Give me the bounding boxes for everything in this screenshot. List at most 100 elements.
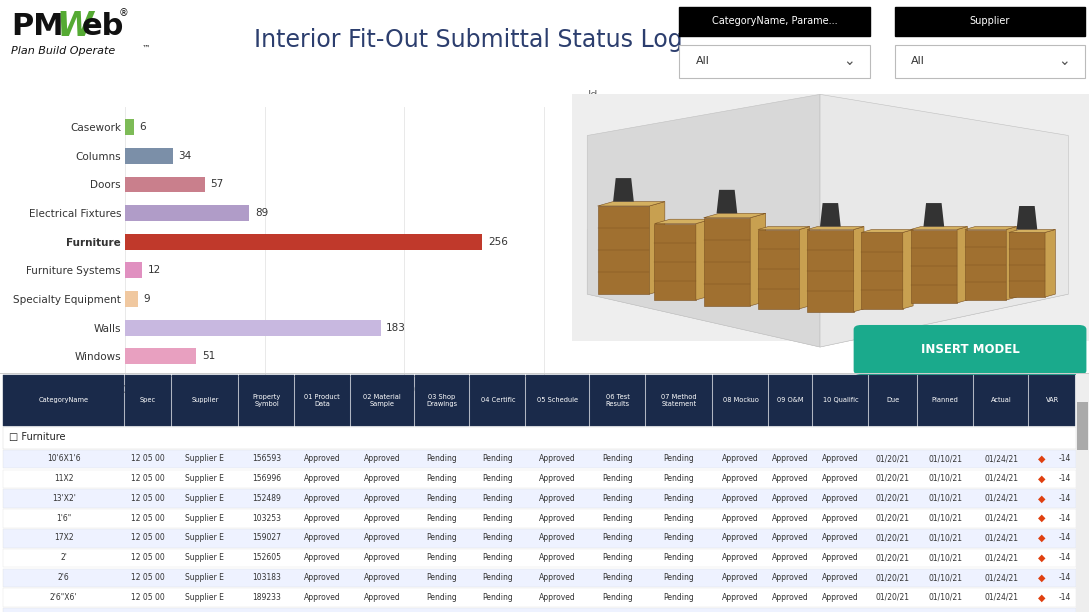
Text: ⌄: ⌄ <box>1059 54 1070 68</box>
Text: 2'6: 2'6 <box>58 573 70 582</box>
Text: -14: -14 <box>1059 454 1072 463</box>
Text: Pending: Pending <box>427 474 457 483</box>
FancyBboxPatch shape <box>590 376 645 426</box>
FancyBboxPatch shape <box>3 608 1076 612</box>
Text: -14: -14 <box>1059 474 1072 483</box>
Text: Approved: Approved <box>539 513 576 523</box>
Text: Pending: Pending <box>602 534 633 542</box>
Text: 01/24/21: 01/24/21 <box>984 553 1018 562</box>
Text: 152489: 152489 <box>252 494 281 503</box>
FancyBboxPatch shape <box>3 529 1076 548</box>
Text: Supplier E: Supplier E <box>185 474 224 483</box>
Text: Approved: Approved <box>772 454 809 463</box>
Polygon shape <box>861 230 913 233</box>
Bar <box>125 234 482 250</box>
Text: 9: 9 <box>144 294 150 304</box>
Text: Spec: Spec <box>139 397 156 403</box>
Polygon shape <box>965 230 1006 300</box>
Text: eb: eb <box>82 12 124 41</box>
FancyBboxPatch shape <box>415 376 469 426</box>
Text: 12 05 00: 12 05 00 <box>131 454 164 463</box>
Text: 01/24/21: 01/24/21 <box>984 474 1018 483</box>
Text: Pending: Pending <box>663 513 695 523</box>
FancyBboxPatch shape <box>3 509 1076 528</box>
Polygon shape <box>1017 206 1037 230</box>
FancyBboxPatch shape <box>894 45 1085 78</box>
FancyBboxPatch shape <box>869 376 917 426</box>
Text: 11X2: 11X2 <box>54 474 73 483</box>
Text: Pending: Pending <box>482 474 513 483</box>
FancyBboxPatch shape <box>470 376 525 426</box>
Text: -14: -14 <box>1059 494 1072 503</box>
Text: ◆: ◆ <box>1038 513 1045 523</box>
Text: 01/10/21: 01/10/21 <box>928 534 963 542</box>
Text: 01/24/21: 01/24/21 <box>984 573 1018 582</box>
FancyBboxPatch shape <box>3 450 1076 468</box>
Polygon shape <box>910 230 957 303</box>
Text: Supplier E: Supplier E <box>185 593 224 602</box>
FancyBboxPatch shape <box>646 376 712 426</box>
Text: Pending: Pending <box>663 593 695 602</box>
Text: Pending: Pending <box>482 573 513 582</box>
Text: Approved: Approved <box>539 494 576 503</box>
Polygon shape <box>598 206 649 294</box>
Text: 01/10/21: 01/10/21 <box>928 513 963 523</box>
Text: Approved: Approved <box>822 534 859 542</box>
Text: Approved: Approved <box>722 573 759 582</box>
Text: Approved: Approved <box>539 573 576 582</box>
Polygon shape <box>587 94 820 347</box>
Polygon shape <box>598 201 664 206</box>
FancyBboxPatch shape <box>526 376 589 426</box>
Text: 10'6X1'6: 10'6X1'6 <box>47 454 81 463</box>
Text: 03 Shop
Drawings: 03 Shop Drawings <box>427 394 457 406</box>
FancyBboxPatch shape <box>1029 376 1075 426</box>
FancyBboxPatch shape <box>1077 402 1088 450</box>
Text: 01/20/21: 01/20/21 <box>876 593 910 602</box>
Text: Approved: Approved <box>772 573 809 582</box>
Text: Approved: Approved <box>822 573 859 582</box>
Text: Approved: Approved <box>722 474 759 483</box>
Text: 01/10/21: 01/10/21 <box>928 573 963 582</box>
Polygon shape <box>703 218 750 306</box>
Text: Approved: Approved <box>304 553 341 562</box>
Text: CategoryName: CategoryName <box>39 397 89 403</box>
Bar <box>125 119 134 135</box>
Bar <box>125 263 142 278</box>
Polygon shape <box>654 223 696 300</box>
Text: -14: -14 <box>1059 534 1072 542</box>
Text: 89: 89 <box>255 208 268 218</box>
Text: 01/20/21: 01/20/21 <box>876 573 910 582</box>
FancyBboxPatch shape <box>125 376 171 426</box>
Text: 159027: 159027 <box>252 534 281 542</box>
Text: Approved: Approved <box>364 573 401 582</box>
Text: 152605: 152605 <box>252 553 281 562</box>
Text: -14: -14 <box>1059 593 1072 602</box>
Text: 12 05 00: 12 05 00 <box>131 553 164 562</box>
Polygon shape <box>654 219 711 223</box>
Text: Supplier E: Supplier E <box>185 534 224 542</box>
Text: Pending: Pending <box>602 454 633 463</box>
Text: Approved: Approved <box>822 553 859 562</box>
Polygon shape <box>1045 230 1055 297</box>
Text: Approved: Approved <box>772 553 809 562</box>
Polygon shape <box>820 94 1068 347</box>
FancyBboxPatch shape <box>894 7 1085 36</box>
FancyBboxPatch shape <box>918 376 972 426</box>
Polygon shape <box>1008 233 1045 297</box>
Text: Approved: Approved <box>304 593 341 602</box>
Text: 01/24/21: 01/24/21 <box>984 513 1018 523</box>
FancyBboxPatch shape <box>3 376 124 426</box>
Text: 12: 12 <box>148 266 161 275</box>
Text: Pending: Pending <box>663 534 695 542</box>
FancyBboxPatch shape <box>172 376 238 426</box>
Text: Pending: Pending <box>602 593 633 602</box>
Text: 6: 6 <box>139 122 146 132</box>
Text: Approved: Approved <box>304 513 341 523</box>
Text: 17X2: 17X2 <box>54 534 74 542</box>
Text: □ Furniture: □ Furniture <box>9 432 65 442</box>
Text: Supplier: Supplier <box>969 17 1010 26</box>
Text: Pending: Pending <box>427 593 457 602</box>
Text: Supplier E: Supplier E <box>185 513 224 523</box>
Text: ®: ® <box>119 8 129 18</box>
Text: ◆: ◆ <box>1038 453 1045 464</box>
